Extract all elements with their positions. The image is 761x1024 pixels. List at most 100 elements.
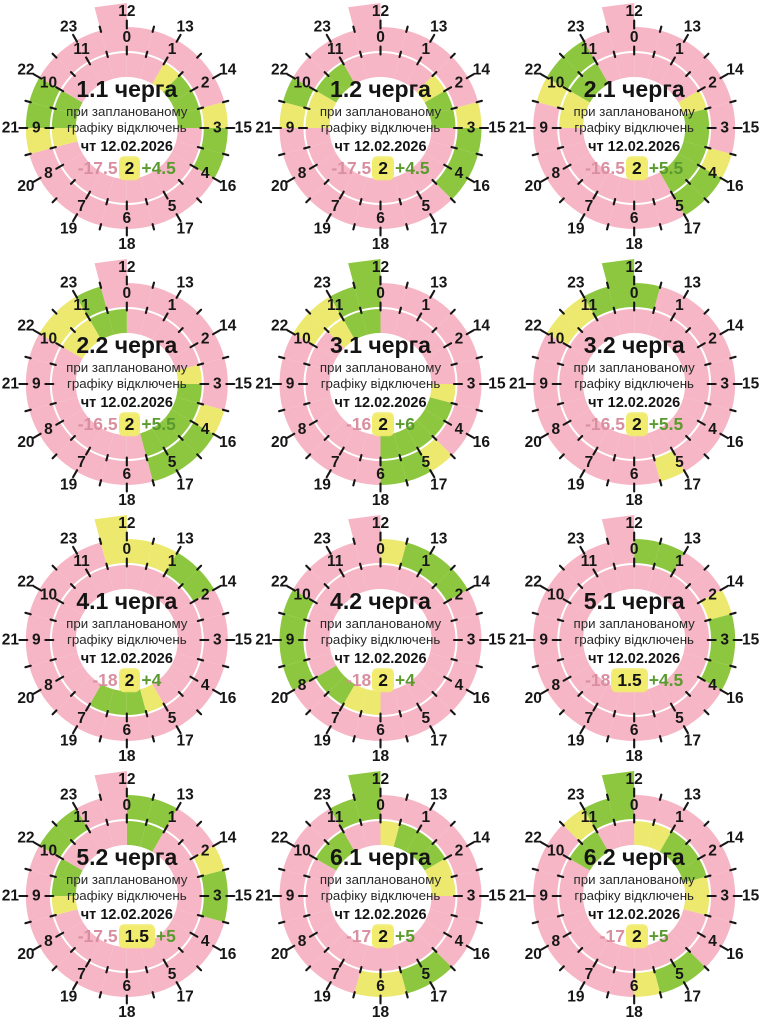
svg-text:20: 20 <box>17 434 34 451</box>
svg-text:13: 13 <box>430 275 448 292</box>
svg-text:3: 3 <box>213 888 222 905</box>
svg-text:14: 14 <box>219 317 237 334</box>
svg-text:16: 16 <box>219 946 237 963</box>
svg-text:11: 11 <box>327 41 344 58</box>
svg-text:14: 14 <box>219 829 237 846</box>
svg-text:23: 23 <box>60 531 78 548</box>
svg-text:21: 21 <box>255 120 273 137</box>
svg-text:0: 0 <box>630 29 639 46</box>
svg-text:12: 12 <box>372 515 389 532</box>
svg-text:21: 21 <box>2 120 20 137</box>
svg-text:8: 8 <box>298 165 307 182</box>
svg-text:0: 0 <box>123 285 132 302</box>
svg-text:3: 3 <box>467 888 476 905</box>
svg-text:22: 22 <box>17 829 34 846</box>
svg-text:20: 20 <box>271 178 288 195</box>
svg-text:23: 23 <box>314 275 332 292</box>
svg-text:21: 21 <box>509 632 527 649</box>
svg-text:3: 3 <box>213 376 222 393</box>
svg-text:0: 0 <box>630 541 639 558</box>
svg-text:7: 7 <box>585 710 594 727</box>
svg-text:22: 22 <box>17 573 34 590</box>
svg-text:2: 2 <box>708 74 717 91</box>
svg-text:21: 21 <box>509 120 527 137</box>
svg-text:6: 6 <box>630 210 639 227</box>
svg-text:22: 22 <box>271 61 288 78</box>
svg-text:19: 19 <box>567 220 585 237</box>
svg-text:17: 17 <box>430 988 447 1005</box>
svg-text:12: 12 <box>372 3 389 20</box>
svg-text:18: 18 <box>118 492 136 509</box>
svg-text:8: 8 <box>551 933 560 950</box>
svg-text:11: 11 <box>327 809 344 826</box>
svg-text:23: 23 <box>567 531 585 548</box>
svg-text:18: 18 <box>626 748 644 765</box>
svg-text:3: 3 <box>720 120 729 137</box>
svg-text:19: 19 <box>314 476 332 493</box>
svg-text:11: 11 <box>327 297 344 314</box>
svg-text:8: 8 <box>44 421 53 438</box>
svg-text:15: 15 <box>742 120 760 137</box>
svg-text:16: 16 <box>726 690 744 707</box>
svg-text:12: 12 <box>626 3 643 20</box>
svg-text:17: 17 <box>176 476 193 493</box>
svg-text:18: 18 <box>118 748 136 765</box>
svg-text:12: 12 <box>372 259 389 276</box>
svg-text:3: 3 <box>720 632 729 649</box>
svg-text:2: 2 <box>455 842 464 859</box>
svg-text:22: 22 <box>17 317 34 334</box>
svg-text:23: 23 <box>567 275 585 292</box>
svg-text:5: 5 <box>421 710 430 727</box>
svg-text:9: 9 <box>539 376 548 393</box>
svg-text:13: 13 <box>684 275 702 292</box>
svg-text:14: 14 <box>219 61 237 78</box>
svg-text:21: 21 <box>255 632 273 649</box>
svg-text:19: 19 <box>60 732 78 749</box>
svg-text:18: 18 <box>118 236 136 253</box>
svg-text:23: 23 <box>60 787 78 804</box>
svg-text:0: 0 <box>376 541 385 558</box>
svg-text:19: 19 <box>60 988 78 1005</box>
svg-text:20: 20 <box>525 946 542 963</box>
svg-text:17: 17 <box>430 220 447 237</box>
svg-text:16: 16 <box>219 690 237 707</box>
svg-text:15: 15 <box>235 888 253 905</box>
svg-text:17: 17 <box>684 988 701 1005</box>
svg-text:9: 9 <box>32 888 41 905</box>
svg-text:4: 4 <box>455 165 464 182</box>
svg-text:8: 8 <box>551 165 560 182</box>
svg-text:15: 15 <box>488 120 506 137</box>
svg-text:18: 18 <box>626 492 644 509</box>
svg-text:16: 16 <box>473 690 491 707</box>
svg-text:16: 16 <box>219 434 237 451</box>
svg-text:18: 18 <box>372 748 390 765</box>
svg-text:23: 23 <box>60 275 78 292</box>
svg-text:13: 13 <box>430 531 448 548</box>
svg-text:20: 20 <box>17 946 34 963</box>
svg-text:1: 1 <box>675 41 684 58</box>
svg-text:20: 20 <box>271 690 288 707</box>
svg-text:20: 20 <box>271 946 288 963</box>
svg-text:17: 17 <box>430 476 447 493</box>
svg-text:5: 5 <box>675 198 684 215</box>
svg-text:15: 15 <box>742 888 760 905</box>
svg-text:23: 23 <box>60 19 78 36</box>
svg-text:20: 20 <box>17 690 34 707</box>
svg-text:11: 11 <box>73 809 90 826</box>
svg-text:4: 4 <box>455 421 464 438</box>
svg-text:22: 22 <box>525 829 542 846</box>
svg-text:18: 18 <box>626 1004 644 1021</box>
svg-text:7: 7 <box>331 710 340 727</box>
svg-text:5: 5 <box>168 198 177 215</box>
svg-text:19: 19 <box>567 732 585 749</box>
svg-text:8: 8 <box>551 421 560 438</box>
svg-text:9: 9 <box>539 888 548 905</box>
svg-text:23: 23 <box>567 19 585 36</box>
svg-text:6: 6 <box>630 722 639 739</box>
svg-text:15: 15 <box>488 632 506 649</box>
svg-text:13: 13 <box>176 787 194 804</box>
svg-text:13: 13 <box>684 531 702 548</box>
svg-text:18: 18 <box>372 492 390 509</box>
svg-text:11: 11 <box>327 553 344 570</box>
svg-text:21: 21 <box>2 632 20 649</box>
